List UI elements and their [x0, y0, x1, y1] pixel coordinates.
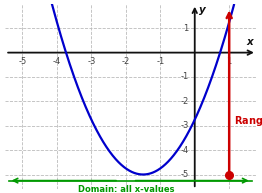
Text: 1: 1: [227, 58, 232, 67]
Text: -4: -4: [180, 146, 189, 155]
Text: -4: -4: [53, 58, 61, 67]
Text: -3: -3: [180, 121, 189, 130]
Text: y: y: [199, 5, 206, 15]
Text: -5: -5: [180, 170, 189, 179]
Text: -1: -1: [180, 73, 189, 81]
Text: -2: -2: [122, 58, 130, 67]
Text: Domain: all x-values: Domain: all x-values: [78, 185, 174, 193]
Text: -5: -5: [18, 58, 26, 67]
Text: -3: -3: [87, 58, 96, 67]
Text: Range: $y\geq -5$: Range: $y\geq -5$: [234, 114, 262, 128]
Text: -1: -1: [156, 58, 165, 67]
Text: x: x: [247, 37, 253, 47]
Text: 1: 1: [183, 24, 189, 33]
Text: -2: -2: [180, 97, 189, 106]
